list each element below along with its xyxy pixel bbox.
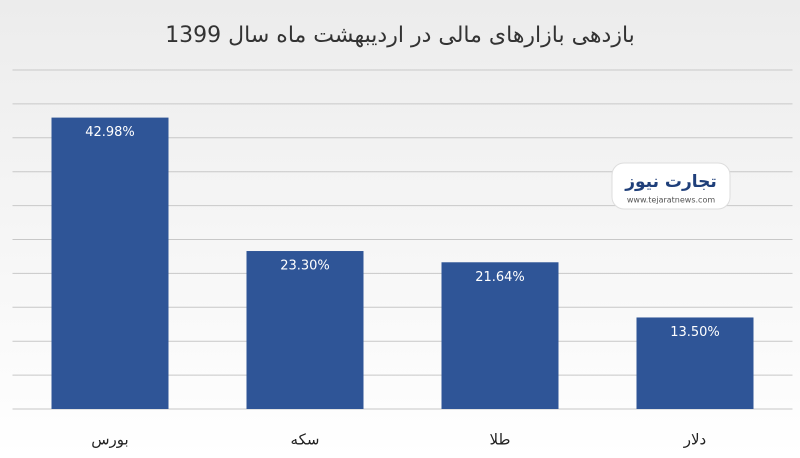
value-label: 13.50%: [670, 325, 720, 340]
x-tick-label: سکه: [291, 431, 320, 449]
x-tick-label: بورس: [91, 431, 128, 449]
bar: [51, 117, 169, 410]
logo-box: [611, 162, 731, 210]
chart-title: بازدهی بازارهای مالی در اردیبهشت ماه سال…: [165, 23, 635, 48]
value-label: 21.64%: [475, 270, 525, 285]
logo: تجارت نیوز www.tejaratnews.com: [611, 162, 731, 210]
x-tick-label: دلار: [683, 431, 706, 449]
x-tick-label: طلا: [490, 431, 511, 449]
logo-name: تجارت نیوز: [624, 172, 717, 192]
bar: [636, 317, 754, 409]
bar: [441, 262, 559, 409]
logo-url: www.tejaratnews.com: [627, 196, 715, 205]
bar: [246, 251, 364, 409]
value-label: 23.30%: [280, 259, 330, 274]
value-label: 42.98%: [85, 125, 135, 140]
